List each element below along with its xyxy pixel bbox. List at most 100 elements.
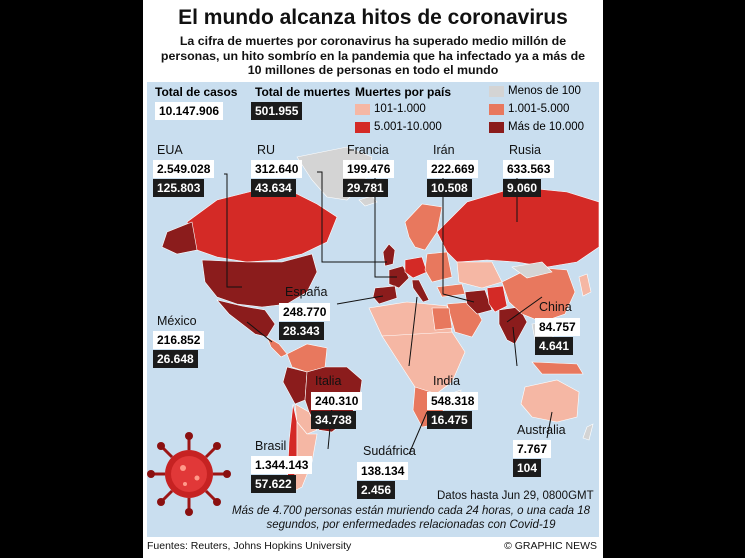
- central-africa-shape: [381, 331, 466, 398]
- leader-uk: [317, 171, 387, 263]
- uk-name: RU: [257, 143, 276, 157]
- scandinavia-shape: [404, 203, 443, 251]
- france-name: Francia: [347, 143, 389, 157]
- uk-cases: 312.640: [251, 160, 303, 178]
- south-africa-name: Sudáfrica: [363, 444, 416, 458]
- eastern-europe-shape: [424, 251, 453, 283]
- legend-item-more-10000: Más de 10.000: [489, 121, 584, 133]
- total-cases-value: 10.147.906: [155, 102, 224, 120]
- legend-swatch-5001-10000: [355, 121, 370, 133]
- iceland-shape: [358, 195, 378, 207]
- brazil-cases: 1.344.143: [251, 456, 313, 474]
- kazakhstan-shape: [456, 261, 503, 289]
- china-deaths: 4.641: [535, 337, 574, 355]
- legend-title: Muertes por país: [355, 85, 452, 99]
- italy-shape: [411, 279, 430, 303]
- turkey-shape: [436, 283, 466, 298]
- legend-label-less-100: Menos de 100: [508, 85, 581, 97]
- uk-deaths: 43.634: [251, 179, 296, 197]
- usa-name: EUA: [157, 143, 183, 157]
- mongolia-shape: [511, 261, 553, 279]
- usa-shape: [201, 253, 318, 308]
- australia-cases: 7.767: [513, 440, 552, 458]
- leader-italy: [408, 296, 418, 367]
- legend-item-101-1000: 101-1.000: [355, 103, 426, 115]
- spain-cases: 248.770: [279, 303, 331, 321]
- iran-cases: 222.669: [427, 160, 479, 178]
- mexico-cases: 216.852: [153, 331, 205, 349]
- russia-deaths: 9.060: [503, 179, 542, 197]
- leader-southafrica: [408, 411, 428, 455]
- leader-china: [506, 296, 543, 323]
- spain-deaths: 28.343: [279, 322, 324, 340]
- brazil-name: Brasil: [255, 439, 287, 453]
- italy-deaths: 34.738: [311, 411, 356, 429]
- legend-swatch-101-1000: [355, 103, 370, 115]
- usa-deaths: 125.803: [153, 179, 205, 197]
- peru-shape: [282, 366, 308, 405]
- italy-name: Italia: [315, 374, 342, 388]
- france-shape: [388, 265, 410, 289]
- legend-label-101-1000: 101-1.000: [374, 103, 426, 115]
- indonesia-shape: [531, 361, 584, 375]
- iran-name: Irán: [433, 143, 455, 157]
- legend-label-5001-10000: 5.001-10.000: [374, 121, 442, 133]
- australia-name: Australia: [517, 423, 566, 437]
- legend-item-1001-5000: 1.001-5.000: [489, 103, 569, 115]
- italy-cases: 240.310: [311, 392, 363, 410]
- egypt-shape: [431, 307, 453, 331]
- leader-spain: [336, 295, 384, 305]
- credit: © GRAPHIC NEWS: [504, 540, 597, 552]
- australia-shape: [520, 379, 580, 423]
- south-africa-deaths: 2.456: [357, 481, 396, 499]
- leader-india: [512, 326, 518, 367]
- canada-shape: [186, 189, 338, 263]
- spain-shape: [372, 285, 398, 305]
- russia-shape: [436, 186, 599, 268]
- mexico-name: México: [157, 314, 197, 328]
- iran-shape: [464, 289, 493, 315]
- russia-name: Rusia: [509, 143, 541, 157]
- page-title: El mundo alcanza hitos de coronavirus: [178, 6, 568, 29]
- pakistan-shape: [486, 285, 508, 313]
- china-cases: 84.757: [535, 318, 580, 336]
- germany-shape: [404, 256, 428, 279]
- deaths-rate-note: Más de 4.700 personas están muriendo cad…: [231, 505, 591, 531]
- iran-deaths: 10.508: [427, 179, 472, 197]
- legend-swatch-more-10000: [489, 121, 504, 133]
- data-date: Datos hasta Jun 29, 0800GMT: [437, 490, 594, 502]
- leader-usa: [224, 173, 242, 288]
- legend-swatch-less-100: [489, 85, 504, 97]
- new-zealand-shape: [582, 423, 594, 441]
- infographic-panel: El mundo alcanza hitos de coronavirus La…: [143, 0, 603, 558]
- australia-deaths: 104: [513, 459, 542, 477]
- legend-label-1001-5000: 1.001-5.000: [508, 103, 570, 115]
- legend-item-5001-10000: 5.001-10.000: [355, 121, 442, 133]
- usa-cases: 2.549.028: [153, 160, 215, 178]
- russia-cases: 633.563: [503, 160, 555, 178]
- japan-shape: [578, 273, 592, 297]
- page-subtitle: La cifra de muertes por coronavirus ha s…: [160, 34, 586, 77]
- leader-mexico: [246, 321, 273, 343]
- india-deaths: 16.475: [427, 411, 472, 429]
- spain-name: España: [285, 285, 328, 299]
- france-deaths: 29.781: [343, 179, 388, 197]
- south-africa-cases: 138.134: [357, 462, 409, 480]
- total-cases-label: Total de casos: [155, 85, 238, 99]
- uk-shape: [382, 243, 396, 267]
- leader-australia: [546, 411, 553, 439]
- legend-swatch-1001-5000: [489, 103, 504, 115]
- legend-item-less-100: Menos de 100: [489, 85, 581, 97]
- india-name: India: [433, 374, 461, 388]
- china-name: China: [539, 300, 572, 314]
- mexico-deaths: 26.648: [153, 350, 198, 368]
- world-map-area: Total de casos 10.147.906 Total de muert…: [147, 82, 599, 537]
- total-deaths-value: 501.955: [251, 102, 303, 120]
- india-cases: 548.318: [427, 392, 479, 410]
- total-deaths-label: Total de muertes: [255, 85, 351, 99]
- france-cases: 199.476: [343, 160, 395, 178]
- alaska-shape: [161, 221, 198, 255]
- legend-label-more-10000: Más de 10.000: [508, 121, 585, 133]
- brazil-deaths: 57.622: [251, 475, 296, 493]
- sources: Fuentes: Reuters, Johns Hopkins Universi…: [147, 540, 352, 552]
